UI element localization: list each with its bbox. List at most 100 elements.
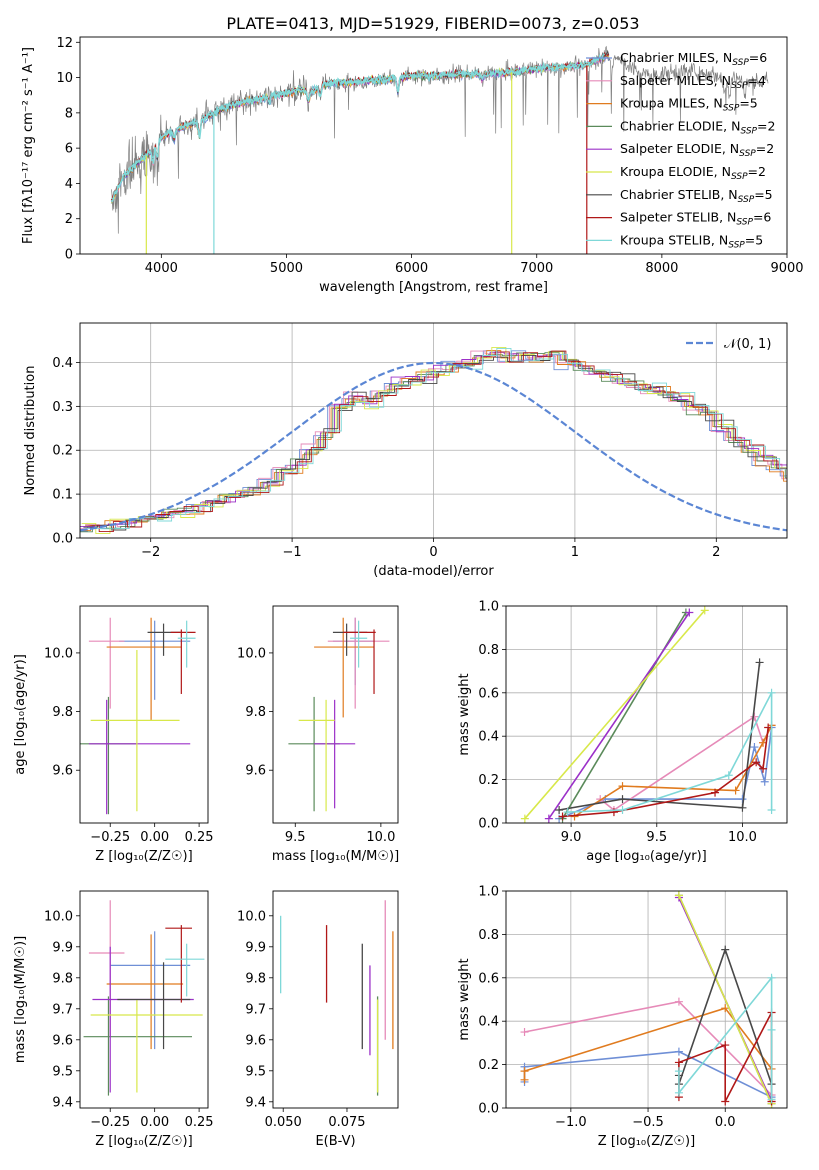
histogram-plot-area bbox=[80, 346, 787, 534]
gaussian-legend-label: 𝒩(0, 1) bbox=[724, 337, 771, 352]
legend-label-text: Salpeter STELIB, N bbox=[620, 210, 736, 225]
x-tick-label: −0.25 bbox=[90, 1115, 130, 1130]
y-tick-label: 10.0 bbox=[44, 646, 73, 661]
x-tick-label: −1.0 bbox=[555, 1115, 587, 1130]
legend-label-sub: SSP bbox=[738, 195, 755, 205]
panel-mass-vs-e-b-v-: 0.050 0.075 9.4 9.5 9.6 9.7 9.8 9.9 10.0 E(B-V) bbox=[237, 890, 399, 1149]
x-tick-label: 9.0 bbox=[561, 830, 582, 845]
legend-label: Salpeter STELIB, NSSP=6 bbox=[620, 210, 771, 228]
x-axis-label: (data-model)/error bbox=[373, 564, 494, 579]
weight-series-line bbox=[523, 1007, 773, 1080]
y-tick-label: 9.6 bbox=[245, 1033, 266, 1048]
legend-label: Salpeter MILES, NSSP=4 bbox=[620, 73, 766, 91]
x-tick-label: 0.00 bbox=[140, 1115, 169, 1130]
y-tick-label: 10.0 bbox=[237, 646, 266, 661]
legend-label-text: Salpeter ELODIE, N bbox=[620, 141, 739, 156]
weight-point-marker bbox=[752, 758, 761, 767]
weight-point-marker bbox=[618, 782, 627, 791]
x-tick-label: 2 bbox=[712, 545, 720, 560]
legend-label-text: Kroupa STELIB, N bbox=[620, 232, 728, 247]
y-tick-label: 0.2 bbox=[478, 1058, 499, 1073]
y-tick-label: 9.6 bbox=[245, 764, 266, 779]
histogram-step-line bbox=[83, 350, 787, 531]
x-axis-label: age [log₁₀(age/yr)] bbox=[586, 849, 707, 864]
legend-label-tail: =2 bbox=[756, 141, 774, 156]
axes-frame bbox=[505, 605, 788, 824]
y-tick-label: 0.1 bbox=[52, 488, 73, 503]
errorbar-plot-area bbox=[288, 617, 390, 812]
y-tick-label: 9.5 bbox=[245, 1064, 266, 1079]
axes-frame bbox=[272, 605, 399, 824]
y-tick-label: 9.9 bbox=[245, 940, 266, 955]
weight-point-marker bbox=[738, 803, 747, 812]
axes-frame bbox=[272, 890, 399, 1109]
weight-series-line bbox=[548, 612, 690, 820]
weight-point-marker bbox=[721, 945, 730, 954]
legend-label-sub: SSP bbox=[740, 126, 757, 136]
legend-label-sub: SSP bbox=[731, 172, 748, 182]
weight-point-marker bbox=[759, 764, 768, 773]
y-tick-label: 9.7 bbox=[52, 1002, 73, 1017]
x-tick-label: 10.0 bbox=[366, 830, 395, 845]
figure-title: PLATE=0413, MJD=51929, FIBERID=0073, z=0… bbox=[226, 14, 639, 33]
x-tick-label: −1 bbox=[283, 545, 302, 560]
panel-age-vs-mass: 9.5 10.0 9.6 9.8 10.0 mass [log₁₀(M/M☉)] bbox=[237, 605, 399, 864]
y-axis-label: Flux [fλ10⁻¹⁷ erg cm⁻² s⁻¹ A⁻¹] bbox=[21, 47, 36, 244]
legend-label-text: Chabrier ELODIE, N bbox=[620, 118, 740, 133]
x-tick-label: 0.050 bbox=[265, 1115, 302, 1130]
y-tick-label: 0.8 bbox=[478, 928, 499, 943]
y-tick-label: 9.4 bbox=[245, 1095, 266, 1110]
spectrum-model-line bbox=[110, 53, 607, 203]
y-tick-label: 0.3 bbox=[52, 400, 73, 415]
legend-label: Kroupa STELIB, NSSP=5 bbox=[620, 232, 763, 250]
x-tick-label: 0.00 bbox=[140, 830, 169, 845]
x-tick-label: 9000 bbox=[770, 261, 803, 276]
weight-point-marker bbox=[755, 658, 764, 667]
y-axis-label: mass weight bbox=[457, 673, 472, 755]
y-tick-label: 10.0 bbox=[44, 909, 73, 924]
axes-frame bbox=[505, 890, 788, 1109]
x-tick-label: 0.25 bbox=[185, 1115, 214, 1130]
histogram-step-line bbox=[81, 346, 787, 534]
panel-mass-vs-z: −0.25 0.00 0.25 9.4 9.5 9.6 9.7 9.8 9.9 10.0 Z [lo… bbox=[13, 890, 214, 1149]
x-axis-label: mass [log₁₀(M/M☉)] bbox=[272, 849, 399, 864]
gaussian-curve bbox=[80, 361, 787, 532]
y-tick-label: 0.8 bbox=[478, 643, 499, 658]
y-tick-label: 9.5 bbox=[52, 1064, 73, 1079]
y-tick-label: 0.4 bbox=[52, 356, 73, 371]
y-tick-label: 9.6 bbox=[52, 764, 73, 779]
legend-label-sub: SSP bbox=[732, 58, 749, 68]
legend-label-tail: =4 bbox=[748, 73, 766, 88]
weight-point-marker bbox=[674, 1047, 683, 1056]
y-tick-label: 0.4 bbox=[478, 1015, 499, 1030]
weight-point-marker bbox=[520, 1067, 529, 1076]
y-axis-label: mass [log₁₀(M/M☉)] bbox=[13, 936, 28, 1063]
y-tick-label: 9.8 bbox=[52, 971, 73, 986]
weight-series-line bbox=[524, 609, 706, 820]
y-tick-label: 0.2 bbox=[478, 773, 499, 788]
axes-frame bbox=[79, 322, 788, 539]
x-tick-label: 0.0 bbox=[715, 1115, 736, 1130]
weight-series-line bbox=[558, 662, 761, 811]
weight-point-marker bbox=[685, 608, 694, 617]
y-tick-label: 9.9 bbox=[52, 940, 73, 955]
x-tick-label: 5000 bbox=[270, 261, 303, 276]
y-tick-label: 0.2 bbox=[52, 444, 73, 459]
weight-point-marker bbox=[674, 1058, 683, 1067]
legend-label-text: Kroupa ELODIE, N bbox=[620, 164, 731, 179]
legend-label: Chabrier STELIB, NSSP=5 bbox=[620, 187, 773, 205]
y-tick-label: 10 bbox=[56, 71, 73, 86]
weight-point-marker bbox=[563, 808, 572, 817]
x-tick-label: 1 bbox=[571, 545, 579, 560]
panel-mass-weight-vs-age: 9.0 9.5 10.0 0.0 0.2 0.4 0.6 0.8 1.0 age [log₁₀(a… bbox=[457, 600, 788, 864]
panel-residual-histogram: −2 −1 0 1 2 0.0 0.1 0.2 0.3 0.4 (data-model)/error… bbox=[23, 322, 788, 579]
legend-label: Kroupa ELODIE, NSSP=2 bbox=[620, 164, 766, 182]
y-tick-label: 9.7 bbox=[245, 1002, 266, 1017]
axes-frame bbox=[79, 890, 209, 1109]
weight-point-marker bbox=[767, 1095, 776, 1104]
weight-point-marker bbox=[558, 812, 567, 821]
weight-point-marker bbox=[750, 743, 759, 752]
legend-label-tail: =5 bbox=[745, 232, 763, 247]
